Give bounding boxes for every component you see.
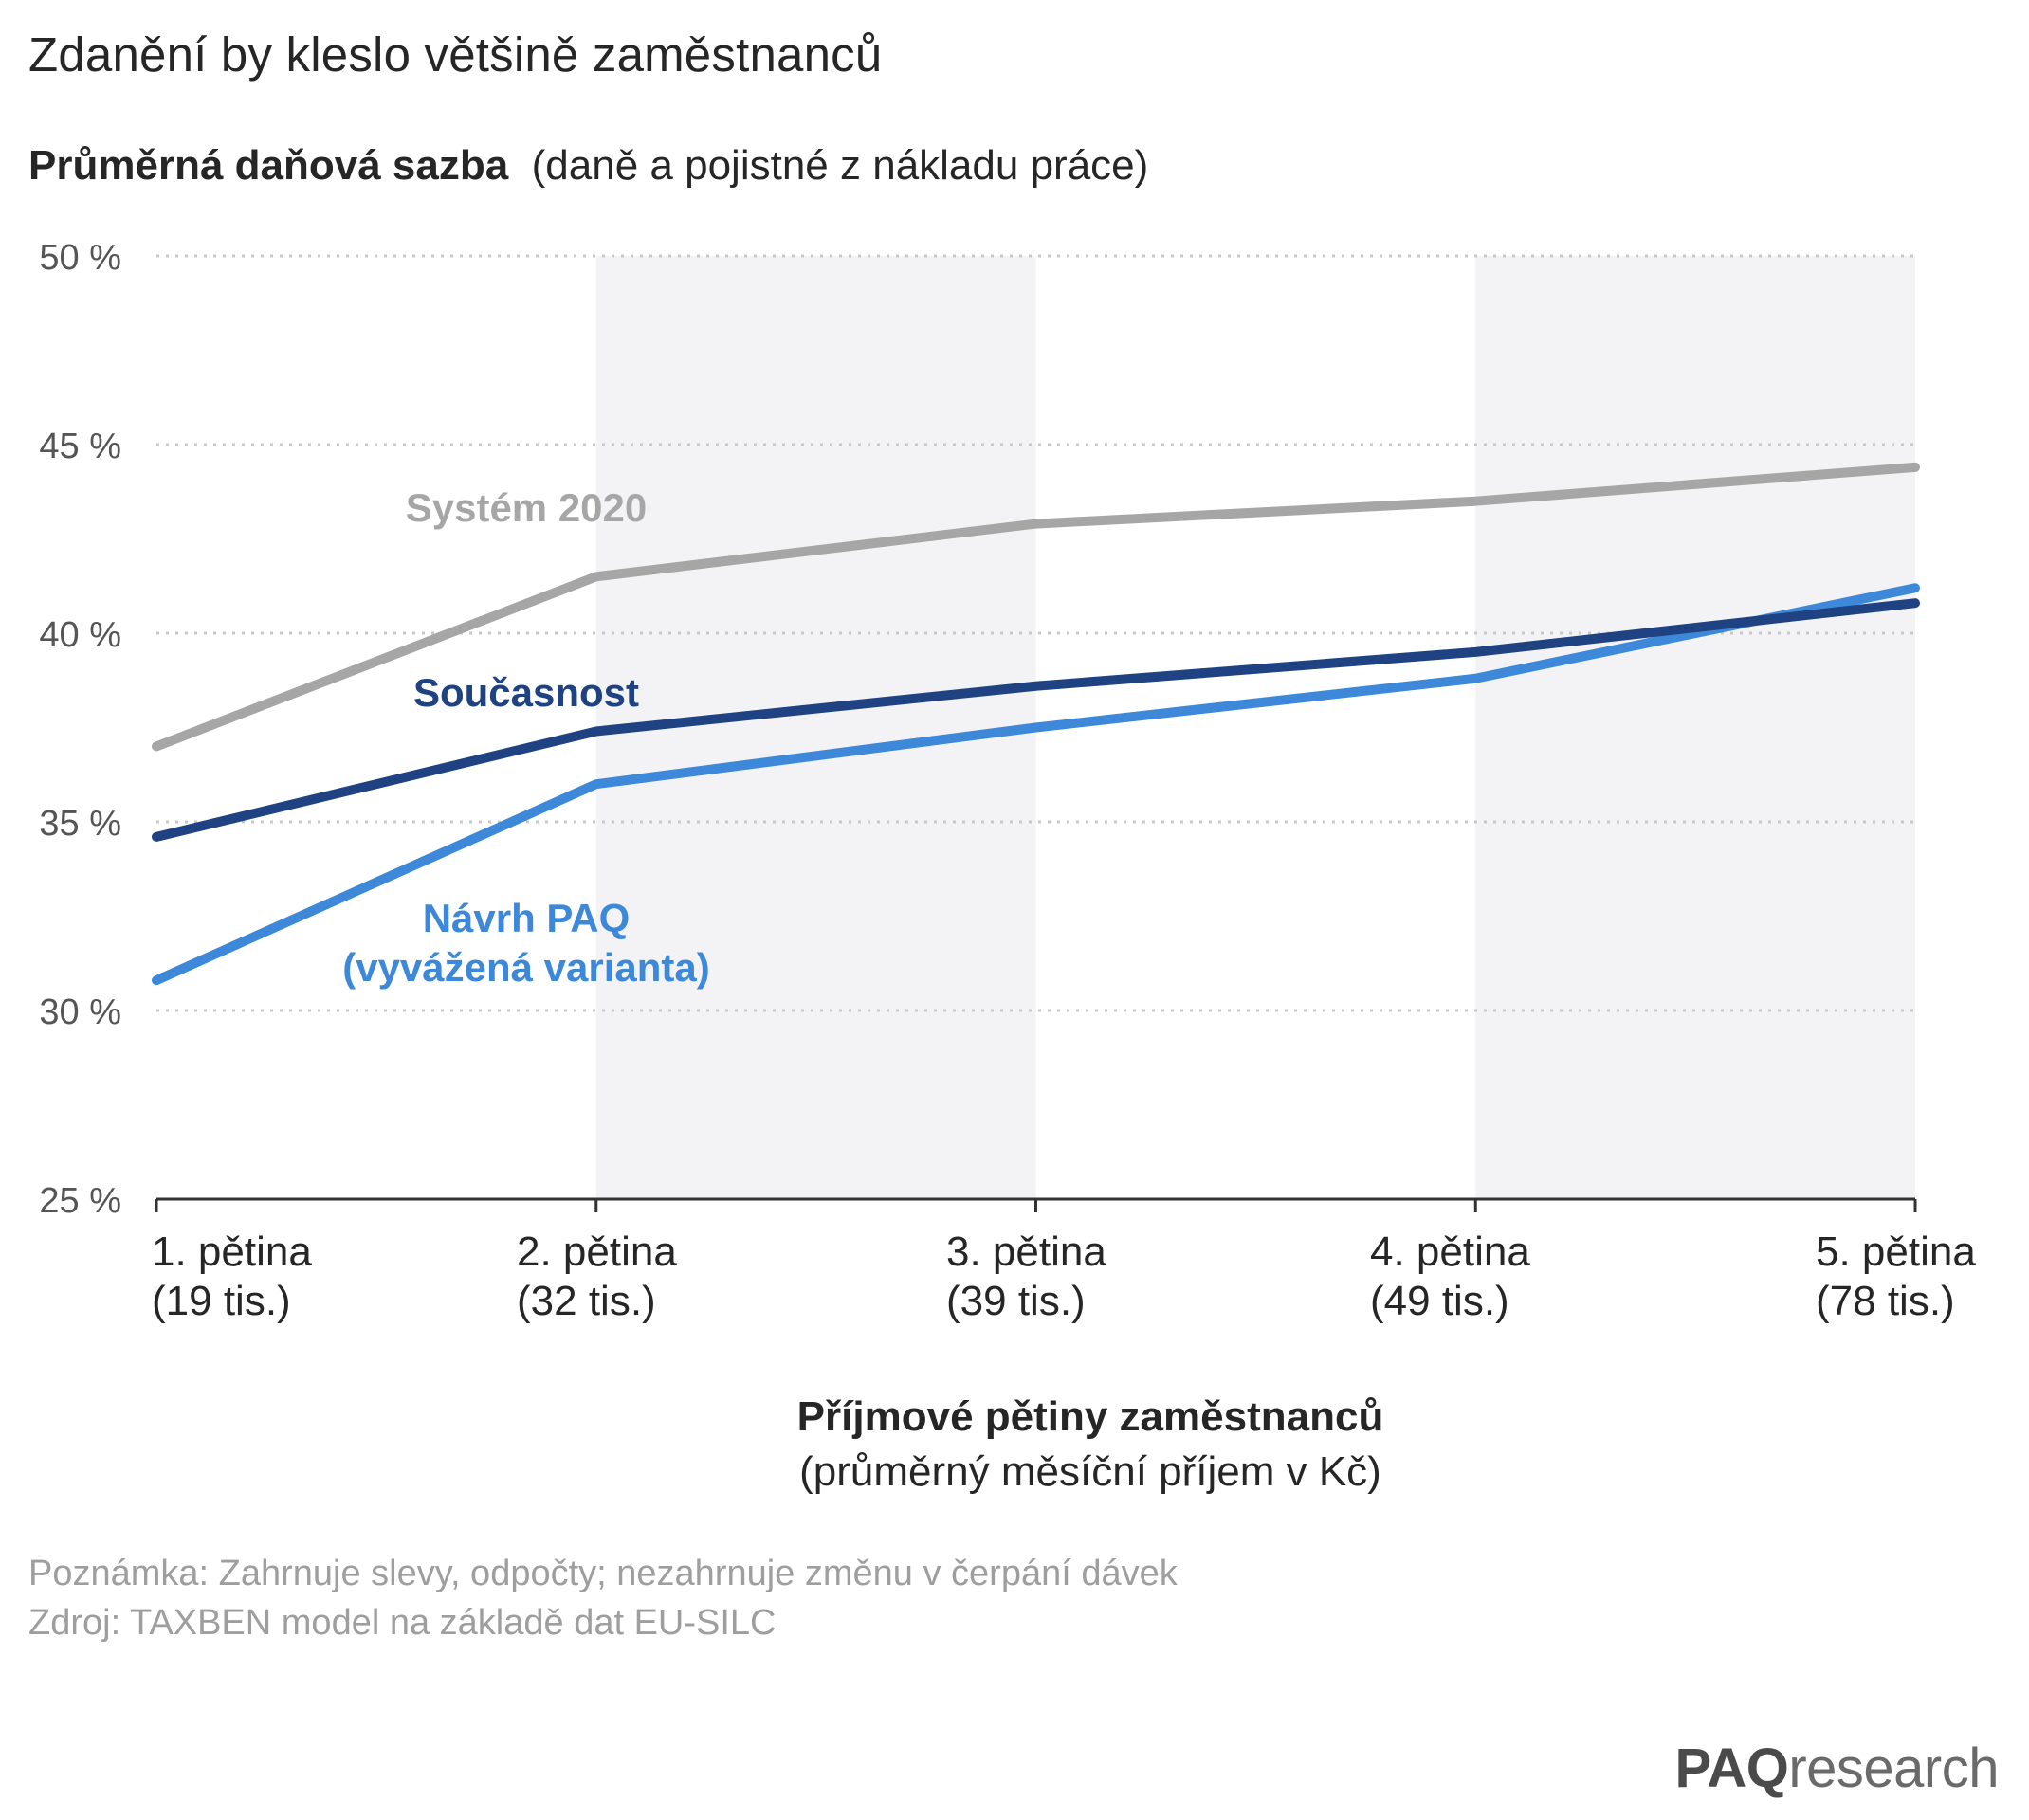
- y-tick-label: 50 %: [39, 238, 121, 278]
- y-tick-label: 45 %: [39, 427, 121, 466]
- paq-research-logo: PAQresearch: [1674, 1737, 1999, 1800]
- x-tick-label: 2. pětina: [517, 1228, 677, 1275]
- x-tick-label: 4. pětina: [1370, 1228, 1530, 1275]
- y-tick-label: 25 %: [39, 1181, 121, 1221]
- x-tick-label: 1. pětina: [152, 1228, 312, 1275]
- footnote: Poznámka: Zahrnuje slevy, odpočty; nezah…: [28, 1549, 1178, 1647]
- series-label-system-2020: Systém 2020: [406, 485, 648, 530]
- subtitle-main: Průměrná daňová sazba: [28, 142, 509, 189]
- soucasnost-line: [152, 598, 1920, 842]
- series-label-navrh-paq: (vyvážená varianta): [342, 945, 710, 990]
- x-tick-label: (39 tis.): [946, 1278, 1086, 1324]
- line-chart: 25 % 30 % 35 % 40 % 45 % 50 % 1. pětina(19 tis…: [39, 238, 1976, 1324]
- logo-research: research: [1788, 1738, 1999, 1799]
- series-label-soucasnost: Současnost: [413, 670, 639, 715]
- chart-subtitle: Průměrná daňová sazba (daně a pojistné z…: [28, 142, 1148, 190]
- navrh-paq-line: [152, 583, 1920, 986]
- x-tick-label: (78 tis.): [1816, 1278, 1955, 1324]
- system-2020-line: [152, 462, 1920, 752]
- x-axis-title: Příjmové pětiny zaměstnanců (průměrný mě…: [0, 1390, 2029, 1500]
- x-tick-label: (32 tis.): [517, 1278, 656, 1324]
- source-text: Zdroj: TAXBEN model na základě dat EU-SI…: [28, 1603, 777, 1643]
- logo-paq: PAQ: [1674, 1738, 1789, 1799]
- y-tick-label: 30 %: [39, 992, 121, 1032]
- chart-title: Zdanění by kleslo většině zaměstnanců: [28, 27, 883, 82]
- note-text: Poznámka: Zahrnuje slevy, odpočty; nezah…: [28, 1554, 1178, 1593]
- x-tick-label: (19 tis.): [152, 1278, 291, 1324]
- y-tick-label: 40 %: [39, 615, 121, 655]
- column-band-4: [1475, 256, 1915, 1199]
- x-tick-label: (49 tis.): [1370, 1278, 1509, 1324]
- x-tick-label: 5. pětina: [1816, 1228, 1976, 1275]
- x-tick-label: 3. pětina: [946, 1228, 1106, 1275]
- y-tick-label: 35 %: [39, 804, 121, 844]
- subtitle-detail: (daně a pojistné z nákladu práce): [531, 142, 1149, 189]
- x-axis-title-detail: (průměrný měsíční příjem v Kč): [799, 1448, 1381, 1495]
- series-label-navrh-paq: Návrh PAQ: [423, 896, 631, 940]
- x-axis-title-main: Příjmové pětiny zaměstnanců: [796, 1393, 1384, 1440]
